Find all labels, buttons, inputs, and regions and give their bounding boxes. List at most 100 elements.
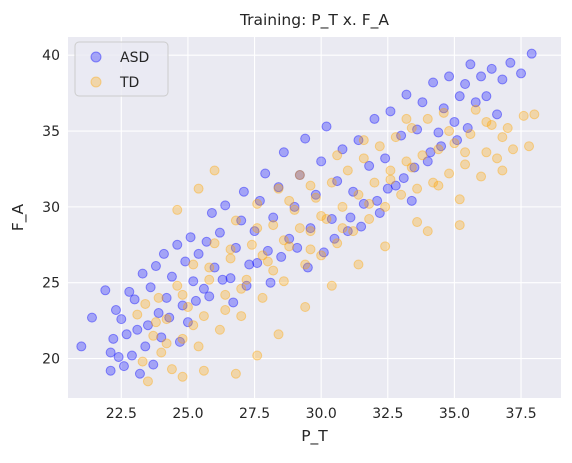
data-point-asd [230,242,241,253]
data-point-asd [161,292,172,303]
data-point-asd [145,282,156,293]
data-point-asd [358,198,369,209]
data-point-td [257,250,268,261]
data-point-td [300,301,311,312]
data-point-td [148,330,159,341]
data-point-asd [398,173,409,184]
data-point-td [137,356,148,367]
data-point-td [401,113,412,124]
y-tick-label: 40 [42,48,60,64]
data-point-td [150,317,161,328]
data-point-asd [209,262,220,273]
data-point-asd [252,258,263,269]
data-point-asd [348,186,359,197]
data-point-td [364,198,375,209]
data-point-td [444,126,455,137]
data-point-asd [492,109,503,120]
data-point-asd [204,291,215,302]
data-point-asd [462,123,473,134]
data-point-td [268,265,279,276]
data-point-asd [134,368,145,379]
data-point-td [369,177,380,188]
x-tick-label: 37.5 [505,406,536,422]
data-point-asd [217,274,228,285]
data-point-td [225,253,236,264]
data-point-td [374,141,385,152]
plot-area [68,37,561,398]
data-point-td [518,110,529,121]
data-point-asd [310,189,321,200]
data-point-td [156,347,167,358]
data-point-asd [452,135,463,146]
data-point-asd [172,239,183,250]
data-point-td [268,220,279,231]
data-point-td [204,274,215,285]
data-point-asd [465,59,476,70]
y-tick-label: 25 [42,276,60,292]
data-point-td [273,183,284,194]
data-point-asd [105,347,116,358]
data-point-td [305,180,316,191]
data-point-td [385,165,396,176]
data-point-td [481,116,492,127]
data-points [76,48,540,387]
data-point-td [316,250,327,261]
data-point-td [257,292,268,303]
data-point-td [417,150,428,161]
data-point-asd [417,97,428,108]
data-point-td [230,215,241,226]
data-point-asd [396,130,407,141]
data-point-td [492,153,503,164]
data-point-asd [236,215,247,226]
data-point-asd [436,141,447,152]
data-point-td [209,165,220,176]
data-point-asd [273,182,284,193]
data-point-asd [177,300,188,311]
legend-label-td: TD [119,75,139,91]
data-point-asd [460,79,471,90]
data-point-asd [497,74,508,85]
x-tick-label: 25.0 [172,406,203,422]
data-point-td [236,311,247,322]
data-point-asd [118,361,129,372]
data-point-td [284,241,295,252]
x-tick-label: 32.5 [372,406,403,422]
data-point-td [305,226,316,237]
data-point-td [262,256,273,267]
data-point-asd [86,312,97,323]
data-point-td [166,364,177,375]
data-point-asd [470,97,481,108]
data-point-td [252,223,263,234]
data-point-td [406,162,417,173]
data-point-td [524,141,535,152]
data-point-asd [305,223,316,234]
data-point-asd [113,352,124,363]
data-point-td [220,289,231,300]
data-point-asd [166,271,177,282]
x-tick-label: 22.5 [106,406,137,422]
data-point-td [161,338,172,349]
data-point-asd [294,170,305,181]
data-point-asd [284,233,295,244]
data-point-td [289,204,300,215]
data-point-td [236,283,247,294]
data-point-asd [193,248,204,259]
data-point-td [188,259,199,270]
data-point-asd [198,283,209,294]
data-point-td [470,104,481,115]
data-point-td [433,144,444,155]
data-point-asd [129,294,140,305]
data-point-td [321,214,332,225]
data-point-td [182,301,193,312]
data-point-asd [254,195,265,206]
data-point-td [449,138,460,149]
data-point-asd [244,259,255,270]
data-point-asd [249,226,260,237]
data-point-td [358,135,369,146]
legend-label-asd: ASD [120,50,149,66]
data-point-asd [158,248,169,259]
data-point-asd [345,212,356,223]
data-point-td [353,259,364,270]
data-point-asd [329,233,340,244]
data-point-td [246,239,257,250]
